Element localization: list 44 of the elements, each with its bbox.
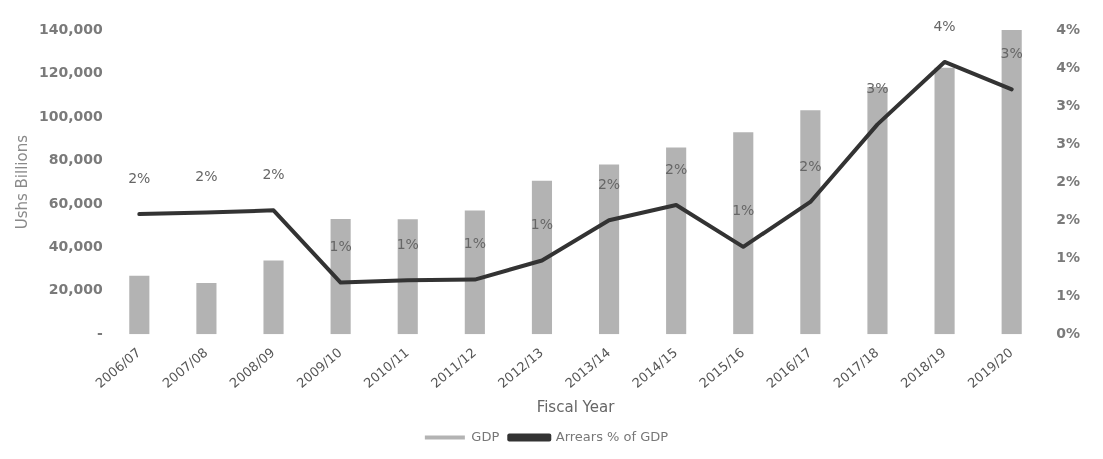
y2-tick-label: 0% [1056, 324, 1081, 341]
data-label: 1% [329, 238, 352, 255]
bar [1001, 30, 1022, 335]
y2-tick-label: 1% [1056, 286, 1081, 303]
y-tick-label: 120,000 [39, 64, 104, 81]
y-tick-label: 100,000 [39, 107, 104, 124]
data-label: 2% [665, 160, 688, 177]
data-label: 2% [799, 157, 822, 174]
bar [196, 283, 217, 335]
y2-tick-label: 1% [1056, 248, 1081, 265]
bar [263, 260, 284, 335]
bar [330, 219, 351, 335]
bar [733, 132, 754, 335]
bar [129, 275, 150, 335]
bar [531, 180, 553, 335]
y-tick-label: 20,000 [48, 281, 104, 298]
data-label: 2% [262, 165, 285, 182]
legend-label: GDP [471, 428, 500, 444]
data-label: 2% [128, 169, 151, 186]
data-label: 1% [732, 202, 755, 219]
bar [598, 164, 620, 335]
y2-tick-label: 3% [1056, 96, 1081, 113]
y-tick-label: 80,000 [48, 151, 104, 168]
y-tick-label: 40,000 [48, 238, 104, 255]
y2-tick-label: 4% [1056, 20, 1081, 37]
bar [934, 67, 955, 335]
data-label: 3% [1000, 44, 1023, 61]
y-axis-title: Ushs Billions [12, 134, 31, 230]
bar [666, 147, 687, 335]
legend-label: Arrears % of GDP [555, 428, 669, 444]
bar [800, 110, 821, 335]
y2-tick-label: 4% [1056, 58, 1081, 75]
y2-tick-label: 2% [1056, 210, 1081, 227]
data-label: 2% [195, 168, 218, 185]
y-tick-label: 140,000 [39, 20, 104, 37]
x-axis-title: Fiscal Year [536, 397, 616, 416]
y2-tick-label: 3% [1056, 134, 1081, 151]
y2-tick-label: 2% [1056, 172, 1081, 189]
data-label: 4% [933, 17, 956, 34]
data-label: 1% [396, 235, 419, 252]
y-tick-label: 60,000 [48, 194, 104, 211]
bar [464, 210, 485, 335]
y-tick-label: - [96, 324, 103, 341]
bar [397, 219, 418, 335]
